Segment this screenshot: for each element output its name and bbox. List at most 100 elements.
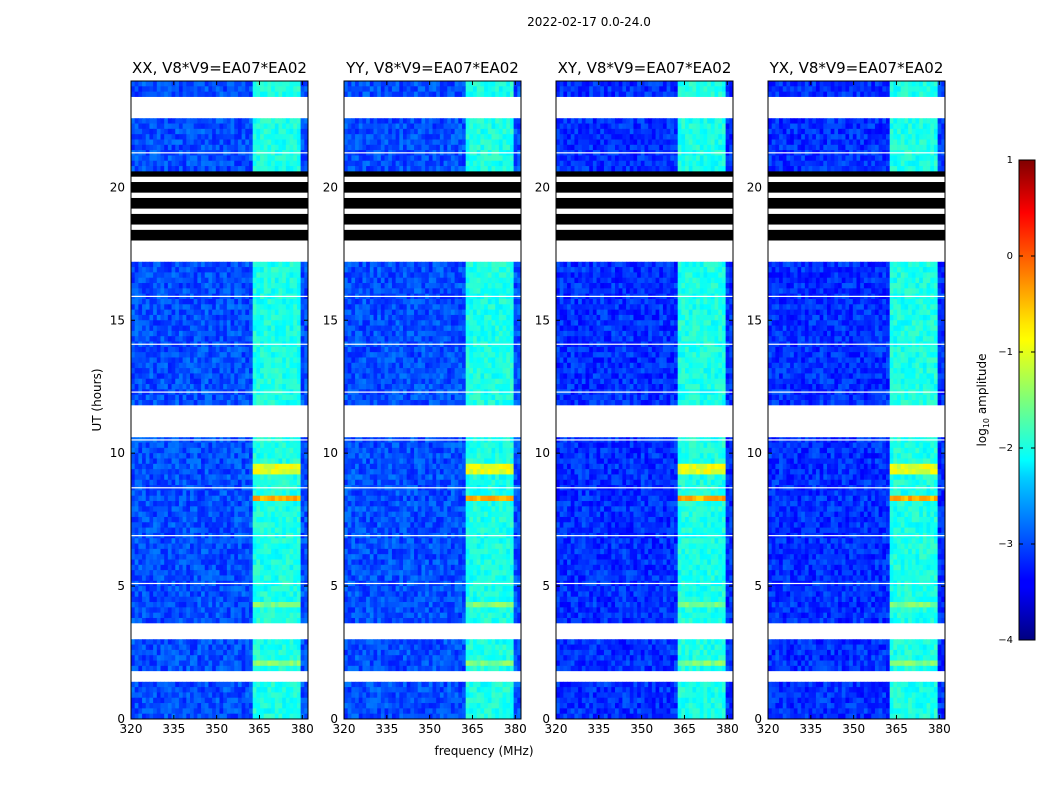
heatmap-cell <box>282 591 287 598</box>
heatmap-cell <box>289 288 294 295</box>
heatmap-cell <box>138 511 143 518</box>
heatmap-cell <box>164 554 169 560</box>
heatmap-cell <box>138 479 143 486</box>
heatmap-cell <box>215 474 220 481</box>
heatmap-cell <box>473 160 478 167</box>
heatmap-cell <box>160 527 165 534</box>
heatmap-cell <box>293 469 298 475</box>
heatmap-cell <box>414 134 419 140</box>
heatmap-cell <box>164 681 169 688</box>
heatmap-cell <box>274 660 279 667</box>
heatmap-cell <box>237 298 243 305</box>
heatmap-cell <box>406 155 411 162</box>
heatmap-cell <box>171 559 176 566</box>
heatmap-cell <box>204 86 209 93</box>
heatmap-cell <box>175 144 180 151</box>
heatmap-cell <box>138 453 143 459</box>
heatmap-cell <box>134 304 139 311</box>
heatmap-cell <box>193 352 198 358</box>
heatmap-cell <box>256 479 261 486</box>
heatmap-cell <box>465 134 470 140</box>
heatmap-cell <box>149 554 154 560</box>
heatmap-cell <box>267 612 272 619</box>
heatmap-cell <box>156 357 161 364</box>
heatmap-cell <box>491 166 496 172</box>
heatmap-cell <box>197 564 202 571</box>
heatmap-cell <box>182 325 187 332</box>
heatmap-cell <box>256 543 261 550</box>
heatmap-cell <box>178 81 184 87</box>
heatmap-cell <box>145 352 150 358</box>
heatmap-cell <box>134 617 139 624</box>
heatmap-cell <box>178 506 184 513</box>
heatmap-cell <box>263 703 268 709</box>
heatmap-cell <box>138 309 143 316</box>
heatmap-cell <box>160 708 165 715</box>
heatmap-cell <box>289 548 294 555</box>
heatmap-cell <box>263 495 268 502</box>
heatmap-cell <box>186 378 191 385</box>
heatmap-cell <box>300 277 305 284</box>
heatmap-cell <box>406 118 411 124</box>
heatmap-cell <box>234 639 239 645</box>
heatmap-cell <box>197 655 202 661</box>
heatmap-cell <box>226 564 231 571</box>
heatmap-cell <box>149 639 154 645</box>
heatmap-cell <box>278 612 283 619</box>
heatmap-cell <box>208 155 213 162</box>
heatmap-cell <box>304 288 308 295</box>
heatmap-cell <box>344 118 349 124</box>
heatmap-cell <box>164 548 169 555</box>
heatmap-cell <box>175 336 180 342</box>
heatmap-cell <box>223 617 228 624</box>
heatmap-cell <box>204 368 209 374</box>
heatmap-cell <box>260 357 265 364</box>
heatmap-cell <box>134 373 139 380</box>
heatmap-cell <box>226 612 231 619</box>
heatmap-cell <box>293 378 298 385</box>
heatmap-cell <box>293 362 298 369</box>
heatmap-cell <box>201 703 206 709</box>
heatmap-cell <box>263 283 268 289</box>
heatmap-cell <box>193 644 198 651</box>
heatmap-cell <box>278 469 283 475</box>
heatmap-cell <box>278 511 283 518</box>
heatmap-cell <box>190 527 195 534</box>
heatmap-cell <box>237 144 243 151</box>
heatmap-cell <box>421 91 426 98</box>
heatmap-cell <box>241 139 246 146</box>
heatmap-cell <box>300 134 305 140</box>
heatmap-cell <box>193 617 198 624</box>
heatmap-cell <box>274 362 279 369</box>
heatmap-cell <box>263 554 268 560</box>
heatmap-cell <box>131 352 136 358</box>
heatmap-cell <box>190 692 195 699</box>
heatmap-cell <box>190 288 195 295</box>
heatmap-cell <box>167 118 172 124</box>
heatmap-cell <box>219 277 224 284</box>
heatmap-cell <box>249 570 254 576</box>
heatmap-cell <box>145 267 150 273</box>
heatmap-cell <box>142 325 147 332</box>
heatmap-cell <box>156 575 161 582</box>
heatmap-cell <box>215 612 220 619</box>
heatmap-cell <box>293 501 298 507</box>
heatmap-cell <box>230 453 235 459</box>
heatmap-cell <box>484 86 489 93</box>
heatmap-cell <box>274 336 279 342</box>
heatmap-cell <box>164 479 169 486</box>
heatmap-cell <box>175 511 180 518</box>
heatmap-cell <box>138 602 143 608</box>
heatmap-cell <box>178 330 184 337</box>
heatmap-cell <box>153 368 158 374</box>
heatmap-cell <box>274 665 279 672</box>
heatmap-cell <box>300 527 305 534</box>
heatmap-cell <box>145 442 150 449</box>
heatmap-cell <box>256 649 261 656</box>
heatmap-cell <box>249 336 254 342</box>
heatmap-cell <box>300 596 305 603</box>
heatmap-cell <box>256 490 261 497</box>
heatmap-cell <box>454 118 459 124</box>
heatmap-cell <box>164 394 169 401</box>
heatmap-cell <box>212 384 217 390</box>
